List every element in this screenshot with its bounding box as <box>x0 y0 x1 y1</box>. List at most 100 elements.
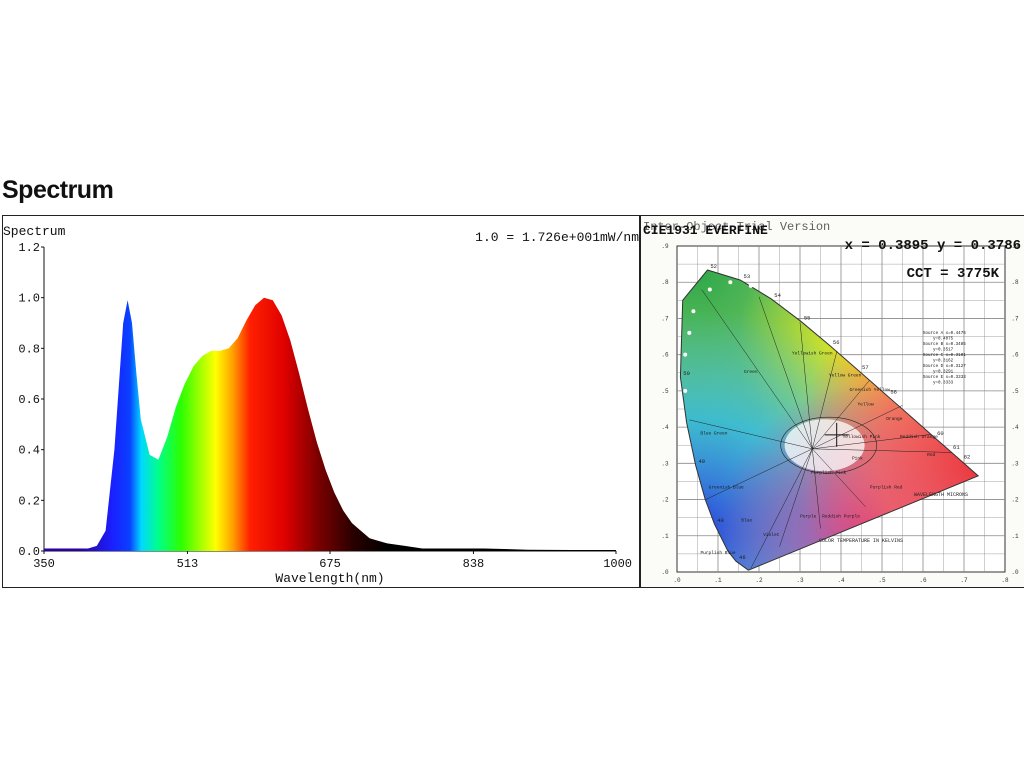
cie-region-label: Orange <box>886 416 903 422</box>
cie-y-tick-label-right: .7 <box>1011 315 1019 322</box>
cie-region-line <box>758 296 813 449</box>
planckian-ellipse <box>780 416 877 474</box>
cie-locus-dot <box>691 309 696 314</box>
cie-legend-line: Source E x=0.3333 <box>923 376 966 380</box>
cie-region-label: Green <box>744 369 758 375</box>
cie-y-tick-label: .9 <box>661 243 669 250</box>
cie-x-tick-label: .4 <box>837 577 845 584</box>
spectrum-y-tick-label: 0.6 <box>18 393 40 407</box>
cie-locus-dot <box>728 280 733 285</box>
cie-legend-line: y=0.3162 <box>933 360 954 364</box>
cie-x-tick-label: .7 <box>960 577 968 584</box>
cie-legend-line: y=0.3517 <box>933 349 954 353</box>
cie-region-label: Yellowish Pink <box>843 434 881 440</box>
cie-region-label: Reddish Purple <box>822 514 860 520</box>
cie-y-tick-label-right: .6 <box>1011 352 1019 359</box>
spectrum-y-tick-label: 0.8 <box>18 342 40 356</box>
spectrum-y-tick-label: 0.0 <box>18 545 40 559</box>
cie-legend-line: y=0.3291 <box>933 371 954 375</box>
cie-y-tick-label-right: .3 <box>1011 460 1019 467</box>
cie-wavelength-label: 53 <box>744 273 751 280</box>
cie-region-label: Reddish Orange <box>900 434 938 440</box>
spectrum-y-tick-label: 0.2 <box>18 494 40 508</box>
cie-y-tick-label: .3 <box>661 460 669 467</box>
cie-x-tick-label: .6 <box>919 577 927 584</box>
cie-region-line <box>812 448 952 453</box>
cie-legend-line: Source D x=0.3127 <box>923 365 966 369</box>
cie-region-labels: Green Yellowish Green Yellow Green Greenish… <box>700 351 938 556</box>
cie-region-label: Greenish Blue <box>709 485 744 491</box>
cie-wavelength-label: 46 <box>739 554 746 561</box>
cie-region-line <box>779 448 813 547</box>
cie-y-tick-label: .6 <box>661 352 669 359</box>
cie-wavelength-label: 60 <box>937 430 944 437</box>
spectrum-area <box>44 297 616 551</box>
cie-white-region <box>784 419 865 472</box>
cie-legend-line: y=0.3333 <box>933 382 954 386</box>
spectrum-y-tick-label: 1.0 <box>18 292 40 306</box>
spectrum-x-tick-label: 838 <box>463 557 485 571</box>
cie-region-line <box>812 350 838 449</box>
cie-locus-dot <box>683 352 688 357</box>
cie-x-tick-label: .3 <box>796 577 804 584</box>
cie-y-tick-label-right: .4 <box>1011 424 1019 431</box>
spectrum-chart-title: Spectrum <box>3 224 66 239</box>
cie-y-tick-label: .8 <box>661 279 669 286</box>
cct-readout: CCT = 3775K <box>907 266 1000 282</box>
cie-y-tick-label-right: .5 <box>1011 388 1019 395</box>
cie-region-label: Red <box>927 452 935 458</box>
spectrum-y-tick-label: 0.4 <box>18 444 40 458</box>
cie-wavelength-label: 58 <box>890 389 897 396</box>
color-temperature-annotation: COLOR TEMPERATURE IN KELVINS <box>819 538 903 544</box>
cie-x-tick-label: .1 <box>714 577 722 584</box>
cie-region-label: Blue Green <box>700 430 727 436</box>
cie-region-line <box>812 434 932 450</box>
cie-x-tick-label: .8 <box>1001 577 1009 584</box>
cie-wavelength-label: 57 <box>862 364 869 371</box>
cie-region-line <box>812 448 821 529</box>
cie-y-tick-label: .1 <box>661 533 669 540</box>
spectral-locus <box>679 269 980 571</box>
cie-tick-labels: .0.1.2.3.4.5.6.7.8.0.0.1.1.2.2.3.3.4.4.5… <box>661 243 1019 584</box>
cie-region-label: Violet <box>763 532 780 538</box>
section-title: Spectrum <box>2 176 114 204</box>
cie-region-label: Greenish Yellow <box>849 387 890 393</box>
cie-legend-line: Source C x=0.3101 <box>923 354 966 358</box>
spectrum-x-tick-label: 350 <box>33 557 55 571</box>
cie-wavelength-label: 49 <box>698 458 705 465</box>
cie-wavelength-label: 50 <box>683 370 690 377</box>
cie-region-label: Purplish Pink <box>811 470 846 476</box>
cie-region-line <box>812 448 866 507</box>
cie-x-tick-label: .2 <box>755 577 763 584</box>
cie-y-tick-label-right: .8 <box>1011 279 1019 286</box>
cie-y-tick-label: .2 <box>661 497 669 504</box>
cie-wavelength-label: 62 <box>964 453 971 460</box>
spectrum-x-tick-label: 1000 <box>603 557 632 571</box>
cie-wavelength-label: 48 <box>717 517 724 524</box>
cie-y-tick-label-right: .1 <box>1011 533 1019 540</box>
cie-legend-line: y=0.4075 <box>933 338 954 342</box>
cie-region-label: Yellow Green <box>829 372 862 378</box>
cie-chart-panel: Green Yellowish Green Yellow Green Greenish… <box>640 215 1024 588</box>
cie-wavelength-labels: 52 53 54 55 56 57 58 60 61 62 50 49 48 46 <box>683 263 970 561</box>
cie-chart-title: CIE1931 EVERFINE <box>643 223 768 238</box>
cie-region-label: Yellow <box>857 401 874 407</box>
cie-wavelength-label: 52 <box>710 263 717 270</box>
spectrum-tick-labels: 0.0 0.2 0.4 0.6 0.8 1.0 1.2 350 513 675 838 1000 <box>18 241 632 571</box>
chromaticity-point-marker <box>824 422 849 447</box>
cie-region-label: Blue <box>741 517 752 523</box>
cie-locus-dot <box>683 388 688 393</box>
spectrum-chart-panel: Spectrum 1.0 = 1.726e+001mW/nm Wavelengt… <box>2 215 640 588</box>
spectrum-x-tick-label: 675 <box>319 557 341 571</box>
cie-legend-line: Source B x=0.3485 <box>923 343 966 347</box>
cie-legend-line: Source A x=0.4476 <box>923 332 966 336</box>
cie-region-label: Purplish Blue <box>700 550 735 556</box>
cie-wavelength-label: 55 <box>804 314 811 321</box>
cie-y-tick-label: .5 <box>661 388 669 395</box>
cie-locus-dot <box>748 283 753 288</box>
cie-region-label: Purplish Red <box>870 485 903 491</box>
cie-region-label: Yellowish Green <box>792 351 833 357</box>
cie-region-line <box>705 448 813 500</box>
spectrum-x-axis-label: Wavelength(nm) <box>275 571 384 586</box>
